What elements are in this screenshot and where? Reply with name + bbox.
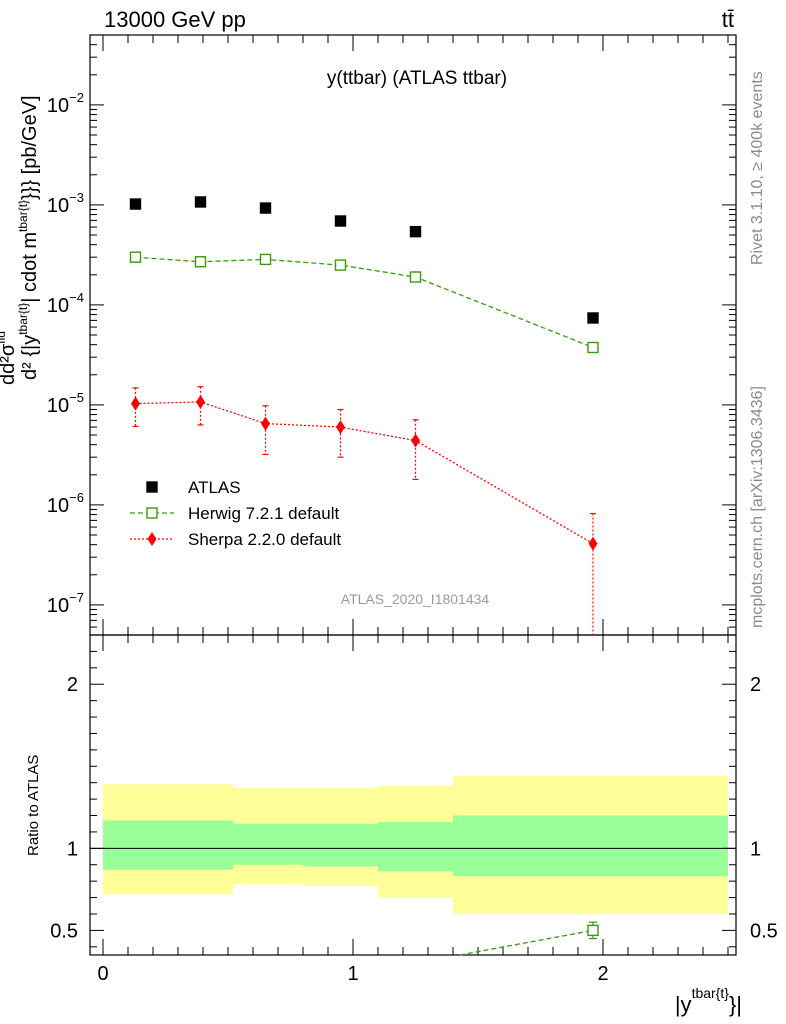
main-y-tick-label: 10−5	[47, 390, 84, 417]
sherpa-point	[336, 420, 345, 435]
herwig-line	[135, 256, 594, 349]
ylabel-sigma-sup: fid	[0, 331, 8, 344]
energy-label: 13000 GeV pp	[104, 7, 246, 32]
ratio-y-tick-label: 1	[67, 838, 78, 860]
ratio-y-tick-label: 0.5	[750, 920, 778, 942]
atlas-point	[587, 312, 599, 324]
herwig-point	[129, 251, 142, 263]
atlas-point	[129, 198, 142, 210]
xlabel-sup: tbar{t}	[692, 985, 730, 1001]
x-tick-label: 1	[347, 963, 358, 985]
main-y-axis-label: d² {|ytbar{t}| cdot mtbar{t}}}} [pb/GeV]…	[0, 95, 41, 385]
xlabel-base: |y	[675, 992, 692, 1017]
sherpa-point	[131, 396, 140, 411]
ratio-y-tick-label: 2	[750, 674, 761, 696]
main-y-tick-label: 10−2	[47, 90, 84, 117]
ratio-band-inner	[103, 820, 233, 870]
ylabel-tail-sup: tbar{t}	[16, 200, 30, 232]
herwig-point	[194, 256, 207, 268]
ylabel-tail-text: | cdot m	[19, 232, 41, 303]
ratio-herwig-point	[587, 924, 599, 937]
sherpa-point	[588, 536, 598, 551]
mcplots-label: mcplots.cern.ch [arXiv:1306.3436]	[749, 386, 766, 628]
ratio-band-inner	[303, 823, 378, 867]
ratio-band-inner	[233, 823, 303, 865]
ratio-y-axis-label: Ratio to ATLAS	[25, 755, 42, 856]
legend-label: Herwig 7.2.1 default	[188, 504, 339, 523]
svg-text:dd²σfid: dd²σfid	[0, 331, 19, 385]
atlas-point	[194, 196, 207, 208]
main-frame	[89, 34, 737, 636]
ratio-band-inner	[453, 815, 728, 877]
ratio-frame	[89, 634, 737, 956]
main-y-tick-label: 10−3	[47, 190, 84, 217]
svg-text:d² {|ytbar{t}| cdot mtbar{t}}}: d² {|ytbar{t}| cdot mtbar{t}}}} [pb/GeV]	[16, 95, 41, 380]
xlabel-tail: }|	[729, 992, 742, 1017]
svg-text:|ytbar{t}}|: |ytbar{t}}|	[675, 985, 742, 1017]
herwig-point	[334, 259, 347, 271]
ylabel-tail2: }}} [pb/GeV]	[19, 95, 41, 200]
main-y-tick-label: 10−4	[47, 290, 84, 317]
atlas-point	[259, 202, 272, 214]
analysis-watermark: ATLAS_2020_I1801434	[341, 591, 490, 607]
process-label: tt̄	[722, 7, 734, 32]
legend-herwig-marker	[146, 507, 158, 519]
legend-sherpa-marker	[147, 532, 157, 546]
sherpa-point	[411, 433, 420, 448]
legend-label: ATLAS	[188, 478, 241, 497]
x-axis-label: |ytbar{t}}|	[675, 985, 742, 1017]
ratio-y-tick-label: 0.5	[50, 920, 78, 942]
ylabel-d: d	[0, 374, 19, 385]
main-title: y(ttbar) (ATLAS ttbar)	[327, 68, 507, 89]
sherpa-point	[261, 416, 270, 431]
ratio-y-tick-label: 1	[750, 838, 761, 860]
ylabel-sigma: d²σ	[0, 343, 19, 374]
x-tick-label: 2	[597, 963, 608, 985]
ylabel-tail: d² {|y	[19, 335, 41, 380]
herwig-point	[587, 341, 599, 354]
atlas-point	[334, 215, 347, 227]
atlas-point	[409, 225, 422, 238]
main-y-tick-label: 10−6	[47, 490, 84, 517]
legend-label: Sherpa 2.2.0 default	[188, 530, 341, 549]
x-tick-label: 0	[97, 963, 108, 985]
ratio-y-tick-label: 2	[67, 674, 78, 696]
herwig-point	[259, 253, 272, 266]
rivet-label: Rivet 3.1.10, ≥ 400k events	[749, 71, 766, 265]
legend-atlas-marker	[146, 481, 158, 493]
ylabel-den-sup: tbar{t}	[16, 303, 30, 335]
main-y-tick-label: 10−7	[47, 590, 84, 617]
ratio-herwig-line	[459, 929, 594, 956]
herwig-point	[409, 271, 422, 283]
sherpa-point	[196, 394, 205, 409]
ratio-band-inner	[378, 822, 453, 872]
